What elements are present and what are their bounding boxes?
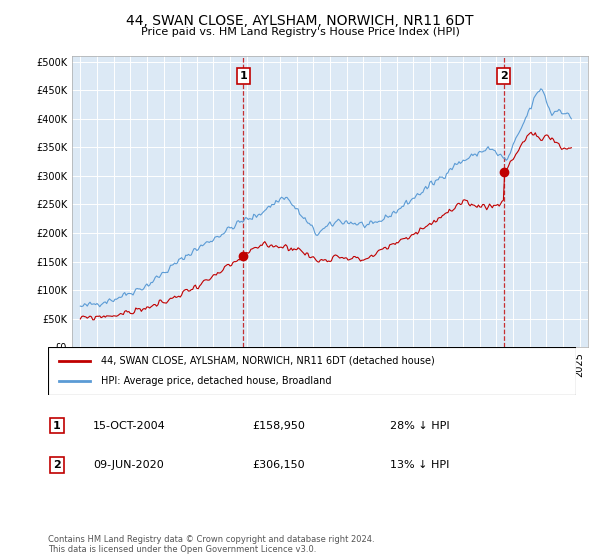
Text: 2: 2 (500, 71, 508, 81)
Text: 2: 2 (53, 460, 61, 470)
Text: Contains HM Land Registry data © Crown copyright and database right 2024.
This d: Contains HM Land Registry data © Crown c… (48, 535, 374, 554)
Text: 1: 1 (239, 71, 247, 81)
Text: HPI: Average price, detached house, Broadland: HPI: Average price, detached house, Broa… (101, 376, 331, 386)
Text: 28% ↓ HPI: 28% ↓ HPI (390, 421, 449, 431)
Text: 13% ↓ HPI: 13% ↓ HPI (390, 460, 449, 470)
Text: £158,950: £158,950 (252, 421, 305, 431)
Text: Price paid vs. HM Land Registry's House Price Index (HPI): Price paid vs. HM Land Registry's House … (140, 27, 460, 37)
Text: 1: 1 (53, 421, 61, 431)
Text: 15-OCT-2004: 15-OCT-2004 (93, 421, 166, 431)
Text: 44, SWAN CLOSE, AYLSHAM, NORWICH, NR11 6DT (detached house): 44, SWAN CLOSE, AYLSHAM, NORWICH, NR11 6… (101, 356, 434, 366)
FancyBboxPatch shape (48, 347, 576, 395)
Text: 44, SWAN CLOSE, AYLSHAM, NORWICH, NR11 6DT: 44, SWAN CLOSE, AYLSHAM, NORWICH, NR11 6… (126, 14, 474, 28)
Text: £306,150: £306,150 (252, 460, 305, 470)
Text: 09-JUN-2020: 09-JUN-2020 (93, 460, 164, 470)
